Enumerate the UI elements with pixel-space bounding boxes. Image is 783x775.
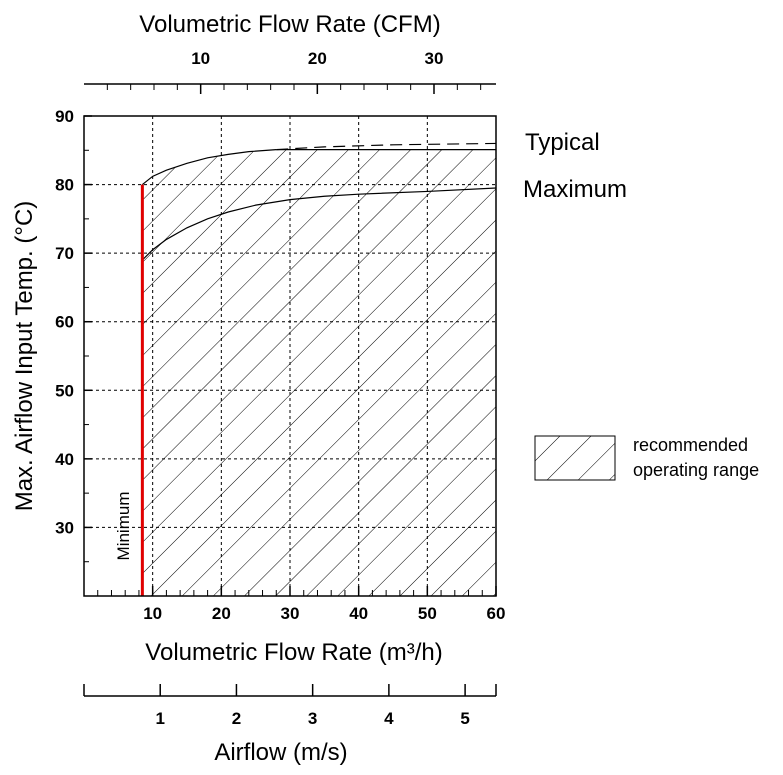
legend: recommended operating range — [534, 435, 759, 481]
top-tick-label: 30 — [425, 49, 444, 68]
x-tick-label: 40 — [349, 604, 368, 623]
legend-swatch — [534, 435, 616, 481]
top-tick-label: 10 — [191, 49, 210, 68]
airflow-axis-title: Airflow (m/s) — [214, 739, 347, 766]
y-tick-label: 60 — [55, 313, 74, 332]
legend-label-line-2: operating range — [633, 460, 759, 480]
axes: 30 40 50 60 70 80 90 10 20 30 40 50 60 10 20 30 1 2 3 4 5 — [55, 49, 505, 728]
minimum-label: Minimum — [114, 492, 133, 561]
top-axis-title: Volumetric Flow Rate (CFM) — [139, 11, 440, 38]
airflow-tick-label: 3 — [308, 709, 317, 728]
series-curves — [141, 142, 497, 261]
series-typical-curve — [141, 149, 277, 186]
top-tick-label: 20 — [308, 49, 327, 68]
y-tick-label: 90 — [55, 107, 74, 126]
x-tick-label: 20 — [212, 604, 231, 623]
y-tick-label: 30 — [55, 518, 74, 537]
x-tick-label: 30 — [281, 604, 300, 623]
y-tick-label: 40 — [55, 450, 74, 469]
legend-label-line-1: recommended — [633, 435, 748, 455]
series-maximum-curve — [141, 187, 497, 261]
airflow-tick-label: 1 — [155, 709, 164, 728]
x-tick-label: 60 — [487, 604, 506, 623]
y-axis-title: Max. Airflow Input Temp. (°C) — [11, 201, 38, 512]
airflow-tick-label: 2 — [232, 709, 241, 728]
airflow-tick-label: 5 — [460, 709, 469, 728]
x-tick-label: 50 — [418, 604, 437, 623]
series-typical-curve-dashed — [276, 142, 497, 151]
x-tick-label: 10 — [143, 604, 162, 623]
airflow-tick-label: 4 — [384, 709, 394, 728]
recommended-operating-range-area — [142, 149, 496, 596]
maximum-curve-label: Maximum — [523, 176, 627, 203]
y-tick-label: 50 — [55, 381, 74, 400]
typical-curve-label: Typical — [525, 129, 600, 156]
y-tick-label: 80 — [55, 176, 74, 195]
bottom-axis-title: Volumetric Flow Rate (m³/h) — [145, 639, 442, 666]
y-tick-label: 70 — [55, 244, 74, 263]
